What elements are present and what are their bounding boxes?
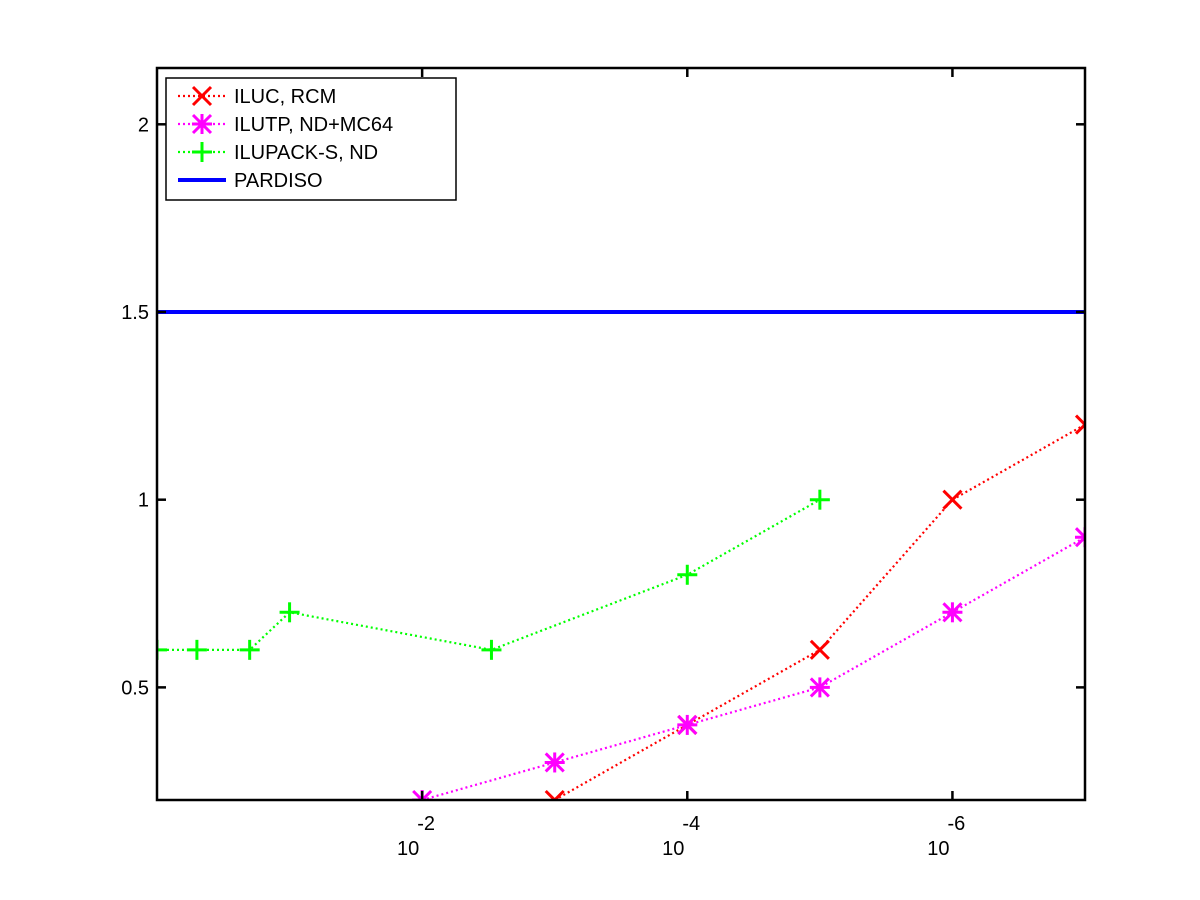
series-line	[421, 536, 1085, 800]
legend-entry: ILUPACK-S, ND	[178, 142, 378, 164]
data-point	[1074, 414, 1085, 435]
data-point	[677, 714, 698, 735]
series-layer	[157, 310, 1085, 800]
legend-entry: PARDISO	[178, 170, 323, 192]
data-point	[677, 564, 698, 585]
data-point	[239, 639, 260, 660]
y-tick-label: 2	[138, 114, 149, 136]
x-tick-label-exponent: -4	[682, 813, 700, 835]
legend-label: ILUC, RCM	[234, 86, 336, 108]
y-tick-label: 1	[138, 490, 149, 512]
series-1	[544, 414, 1085, 800]
axes: 0.5 1 1.5 2 10 -2 10 -4 10 -6	[121, 66, 1087, 860]
data-point	[279, 602, 300, 623]
legend-marker	[192, 142, 212, 162]
series-2	[412, 527, 1085, 800]
legend-marker	[191, 113, 213, 135]
series-line	[554, 423, 1085, 800]
x-tick-label-base: 10	[397, 838, 419, 860]
legend: ILUC, RCM ILUTP, ND+MC64 ILUPACK-S, ND PARD…	[165, 77, 457, 201]
legend-label: PARDISO	[234, 170, 323, 192]
legend-marker	[191, 85, 213, 107]
legend-entry: ILUTP, ND+MC64	[178, 113, 393, 136]
data-point	[544, 752, 565, 773]
series-3	[157, 489, 830, 660]
data-point	[481, 639, 502, 660]
data-point	[942, 489, 963, 510]
data-point	[809, 677, 830, 698]
y-tick-label: 1.5	[121, 302, 149, 324]
data-point	[809, 489, 830, 510]
axes-box	[155, 66, 1087, 802]
data-point	[186, 639, 207, 660]
data-point	[544, 789, 565, 800]
legend-label: ILUTP, ND+MC64	[234, 114, 393, 136]
series-line	[157, 498, 821, 651]
x-tick-label-base: 10	[662, 838, 684, 860]
legend-entry: ILUC, RCM	[178, 85, 336, 108]
y-tick-label: 0.5	[121, 677, 149, 699]
x-tick-label-exponent: -2	[417, 813, 435, 835]
data-point	[157, 639, 167, 660]
data-point	[809, 639, 830, 660]
legend-label: ILUPACK-S, ND	[234, 142, 378, 164]
x-tick-label-base: 10	[927, 838, 949, 860]
data-point	[1074, 527, 1085, 548]
x-tick-label-exponent: -6	[948, 813, 966, 835]
data-point	[942, 602, 963, 623]
